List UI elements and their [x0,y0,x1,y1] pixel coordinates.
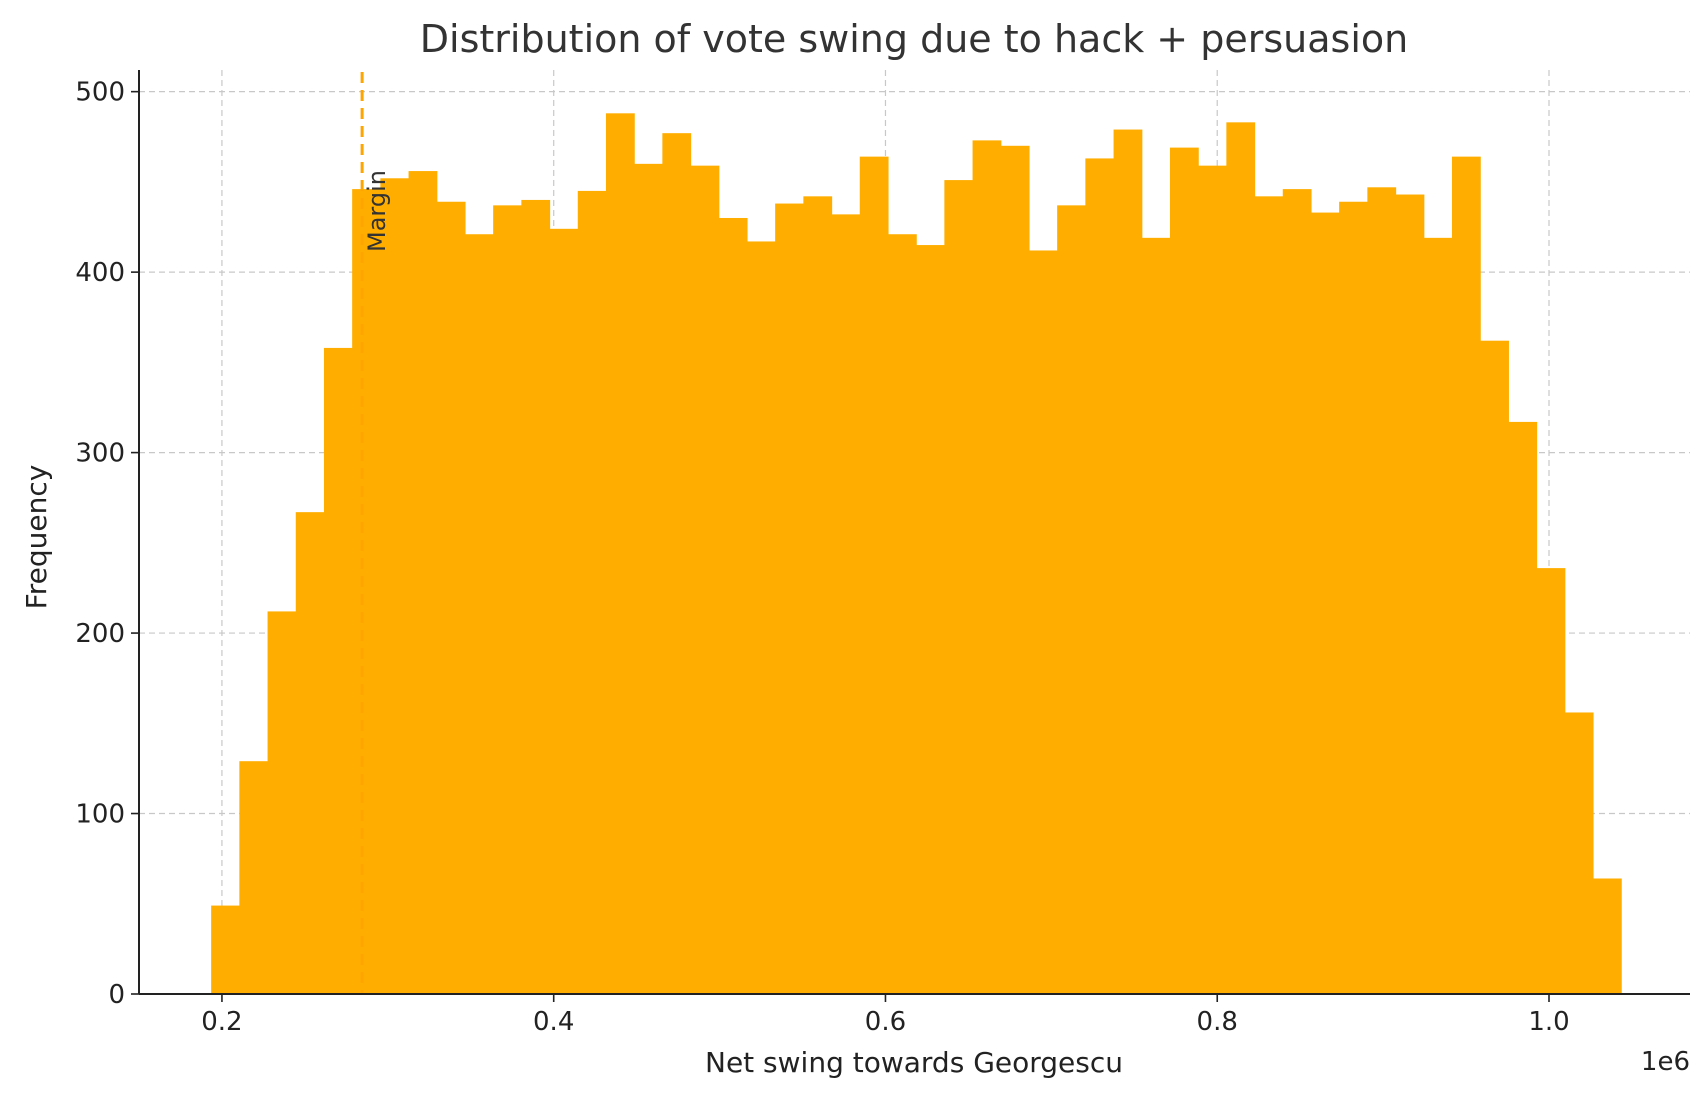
histogram-bar-0 [211,905,240,994]
histogram-bar-31 [1085,158,1115,994]
x-tick-label-2: 0.6 [865,1007,906,1037]
histogram-bar-15 [634,163,663,994]
histogram-bar-29 [1028,250,1058,994]
axes: 0.2 0.4 0.6 0.8 1.0 0 100 200 300 400 500 [75,70,1690,1037]
histogram-bar-43 [1423,237,1453,994]
histogram-bar-1 [239,761,269,994]
histogram-bar-33 [1141,237,1171,994]
histogram-bar-44 [1451,156,1481,994]
histogram-bar-13 [577,190,607,994]
histogram-bar-48 [1564,712,1594,994]
x-axis-label: Net swing towards Georgescu [705,1046,1123,1079]
histogram-bar-17 [690,165,720,994]
histogram-bar-14 [605,113,635,994]
histogram-bar-30 [1057,205,1086,994]
x-tick-label-4: 1.0 [1528,1007,1569,1037]
histogram-bar-6 [380,178,410,994]
x-tick-label-3: 0.8 [1197,1007,1238,1037]
histogram-bar-26 [944,180,974,994]
histogram-bar-3 [295,512,325,994]
histogram-bar-35 [1198,165,1227,994]
histogram-bar-38 [1282,189,1312,994]
histogram-bar-2 [267,611,297,994]
histogram-bar-36 [1226,122,1256,994]
histogram-bar-8 [436,201,466,994]
histogram-bar-4 [323,347,353,994]
histogram-bar-47 [1536,568,1566,994]
histogram-bar-9 [464,234,494,994]
histogram-bar-40 [1339,201,1368,994]
histogram-bar-41 [1367,187,1397,994]
histogram-bar-25 [916,245,945,994]
x-tick-label-1: 0.4 [533,1007,574,1037]
histogram-bar-49 [1592,878,1622,994]
y-axis-label: Frequency [20,465,53,610]
histogram-bars [211,113,1622,994]
histogram-bar-34 [1169,147,1199,994]
chart-title: Distribution of vote swing due to hack +… [420,17,1408,61]
margin-marker: Margin [360,72,391,994]
y-tick-label-3: 300 [75,439,125,469]
histogram-bar-45 [1480,340,1509,994]
histogram-bar-5 [352,189,381,994]
y-tick-label-5: 500 [75,78,125,108]
histogram-bar-19 [746,241,776,994]
x-axis-offset-label: 1e6 [1641,1047,1690,1077]
histogram-bar-10 [493,205,522,994]
histogram-bar-16 [662,133,692,994]
y-tick-label-1: 100 [75,800,125,830]
histogram-bar-42 [1395,194,1425,994]
histogram-bar-39 [1310,212,1340,994]
histogram-bar-32 [1113,129,1143,994]
histogram-bar-7 [408,171,438,994]
histogram-bar-20 [775,203,804,994]
margin-label: Margin [363,170,391,252]
histogram-bar-12 [549,228,579,994]
y-tick-label-4: 400 [75,258,125,288]
histogram-bar-21 [803,196,833,994]
histogram-bar-24 [887,234,917,994]
y-tick-label-2: 200 [75,619,125,649]
histogram-bar-27 [972,140,1002,994]
histogram-bar-28 [1000,145,1030,994]
histogram-bar-22 [831,214,861,994]
y-tick-label-0: 0 [108,980,125,1010]
histogram-bar-37 [1254,196,1284,994]
histogram-bar-18 [718,217,748,994]
histogram-bar-11 [521,199,551,994]
histogram-bar-46 [1508,421,1538,994]
x-tick-label-0: 0.2 [201,1007,242,1037]
histogram-bar-23 [859,156,889,994]
